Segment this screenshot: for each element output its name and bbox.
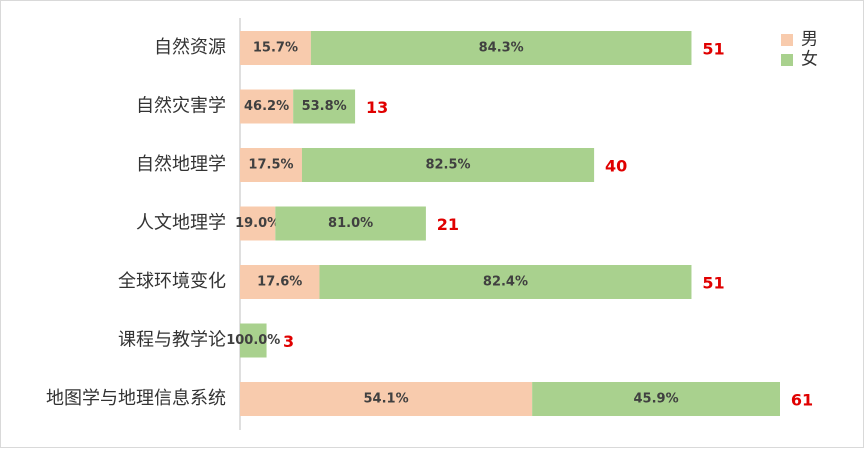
bar-segment	[275, 206, 426, 241]
category-label: 人文地理学	[136, 213, 226, 234]
category-label: 自然灾害学	[136, 96, 226, 117]
category-label: 地图学与地理信息系统	[46, 388, 226, 409]
value-label: 84.3%	[479, 41, 524, 56]
value-label: 53.8%	[302, 99, 347, 114]
category-label: 全球环境变化	[118, 271, 226, 292]
value-label: 46.2%	[244, 99, 289, 114]
value-label: 45.9%	[634, 392, 679, 407]
bar-segment	[240, 89, 294, 124]
bar-segment	[240, 206, 276, 241]
category-label: 课程与教学论	[118, 330, 226, 351]
total-label: 13	[366, 98, 388, 117]
category-label: 自然地理学	[136, 154, 226, 175]
total-label: 51	[702, 40, 724, 59]
total-label: 61	[791, 391, 813, 410]
bar-segment	[240, 31, 311, 65]
bar-segment	[240, 148, 302, 182]
total-label: 40	[605, 157, 627, 176]
bar-segment	[293, 89, 356, 124]
legend-label: 女	[801, 50, 818, 70]
legend-swatch	[781, 54, 793, 66]
total-label: 51	[702, 274, 724, 293]
bar-segment	[240, 265, 320, 299]
category-label: 自然资源	[154, 37, 226, 58]
value-label: 17.6%	[257, 275, 302, 290]
bar-segment	[319, 265, 692, 299]
bar-segment	[301, 148, 595, 182]
total-label: 3	[283, 332, 294, 351]
value-label: 17.5%	[248, 158, 293, 173]
value-label: 15.7%	[253, 41, 298, 56]
legend-label: 男	[801, 30, 818, 50]
bar-segment	[240, 323, 267, 358]
value-label: 82.5%	[425, 158, 470, 173]
value-label: 54.1%	[364, 392, 409, 407]
bar-segment	[532, 382, 780, 416]
total-label: 21	[437, 215, 459, 234]
value-label: 82.4%	[483, 275, 528, 290]
bar-segment	[310, 31, 692, 65]
bar-segment	[240, 382, 533, 416]
value-label: 19.0%	[235, 216, 280, 231]
value-label: 81.0%	[328, 216, 373, 231]
value-label: 100.0%	[226, 333, 280, 348]
legend-swatch	[781, 34, 793, 46]
